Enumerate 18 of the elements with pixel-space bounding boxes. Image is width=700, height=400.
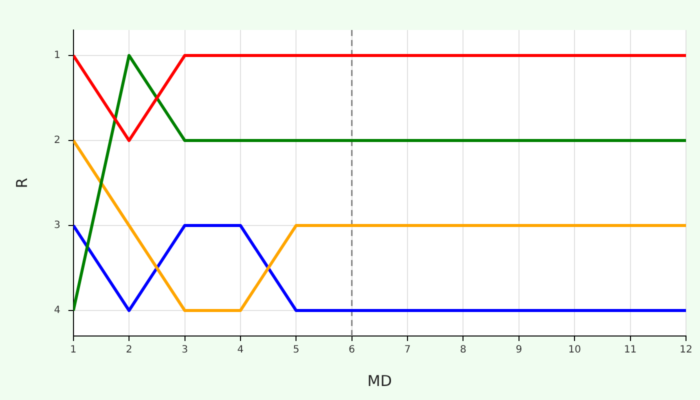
x-tick-label: 5 — [292, 344, 300, 356]
y-tick-label: 1 — [54, 50, 60, 62]
x-tick-label: 4 — [237, 344, 244, 356]
x-tick-label: 12 — [680, 344, 692, 356]
y-axis-title: R — [12, 178, 31, 188]
x-tick-label: 3 — [182, 344, 188, 356]
x-tick-label: 9 — [516, 344, 522, 356]
x-tick-label: 1 — [70, 344, 77, 356]
x-tick-label: 11 — [624, 344, 637, 356]
y-tick-label: 4 — [54, 305, 60, 316]
y-tick-label: 3 — [54, 220, 60, 232]
x-tick-label: 8 — [460, 344, 466, 356]
x-tick-label: 2 — [126, 344, 132, 356]
y-tick-label: 2 — [54, 135, 60, 146]
x-tick-label: 6 — [348, 344, 356, 356]
x-axis-title: MD — [367, 372, 392, 390]
x-tick-label: 7 — [404, 344, 411, 356]
x-tick-label: 10 — [568, 344, 581, 356]
